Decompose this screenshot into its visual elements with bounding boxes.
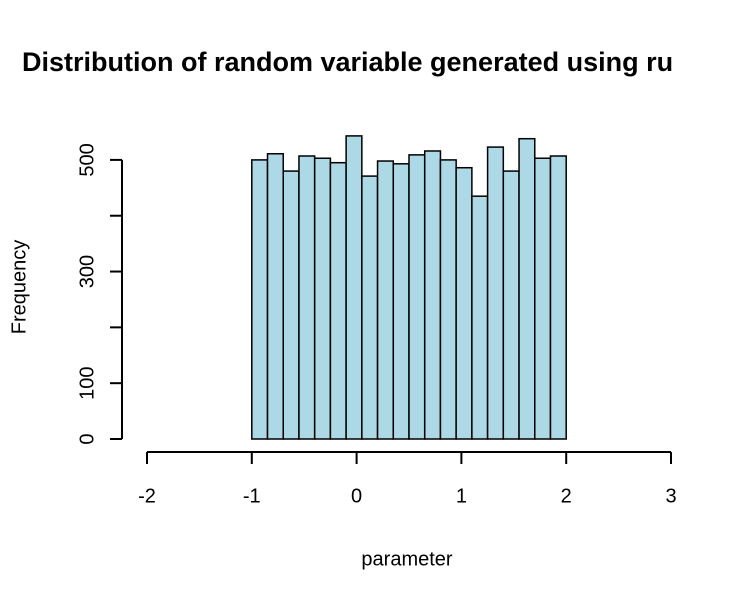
x-tick-label: 0 xyxy=(351,485,362,507)
bar xyxy=(534,157,552,440)
bar xyxy=(518,137,536,440)
bar xyxy=(298,155,316,440)
bar xyxy=(439,159,457,440)
bar xyxy=(392,163,410,440)
chart-title: Distribution of random variable generate… xyxy=(22,47,673,77)
y-tick-label: 500 xyxy=(76,143,98,176)
y-tick-label: 100 xyxy=(76,366,98,399)
bar xyxy=(361,175,379,440)
bar xyxy=(376,160,395,440)
bar xyxy=(549,155,567,440)
x-tick-label: 2 xyxy=(561,485,572,507)
bar xyxy=(471,195,489,440)
bar xyxy=(502,170,520,440)
y-tick-label: 0 xyxy=(76,433,98,444)
bar xyxy=(251,159,269,440)
x-tick-label: -1 xyxy=(243,485,261,507)
x-tick-label: 3 xyxy=(665,485,676,507)
bar xyxy=(486,146,505,440)
bar xyxy=(329,161,347,440)
x-axis-title: parameter xyxy=(361,548,452,570)
y-tick-label: 300 xyxy=(76,255,98,288)
bar xyxy=(408,154,426,440)
bar xyxy=(266,153,284,440)
x-tick-label: 1 xyxy=(456,485,467,507)
bar xyxy=(423,150,442,440)
bar xyxy=(345,135,363,440)
bar xyxy=(313,157,332,440)
bar xyxy=(455,166,473,440)
bar xyxy=(282,170,300,440)
x-tick-label: -2 xyxy=(138,485,156,507)
y-axis-title: Frequency xyxy=(8,240,30,335)
